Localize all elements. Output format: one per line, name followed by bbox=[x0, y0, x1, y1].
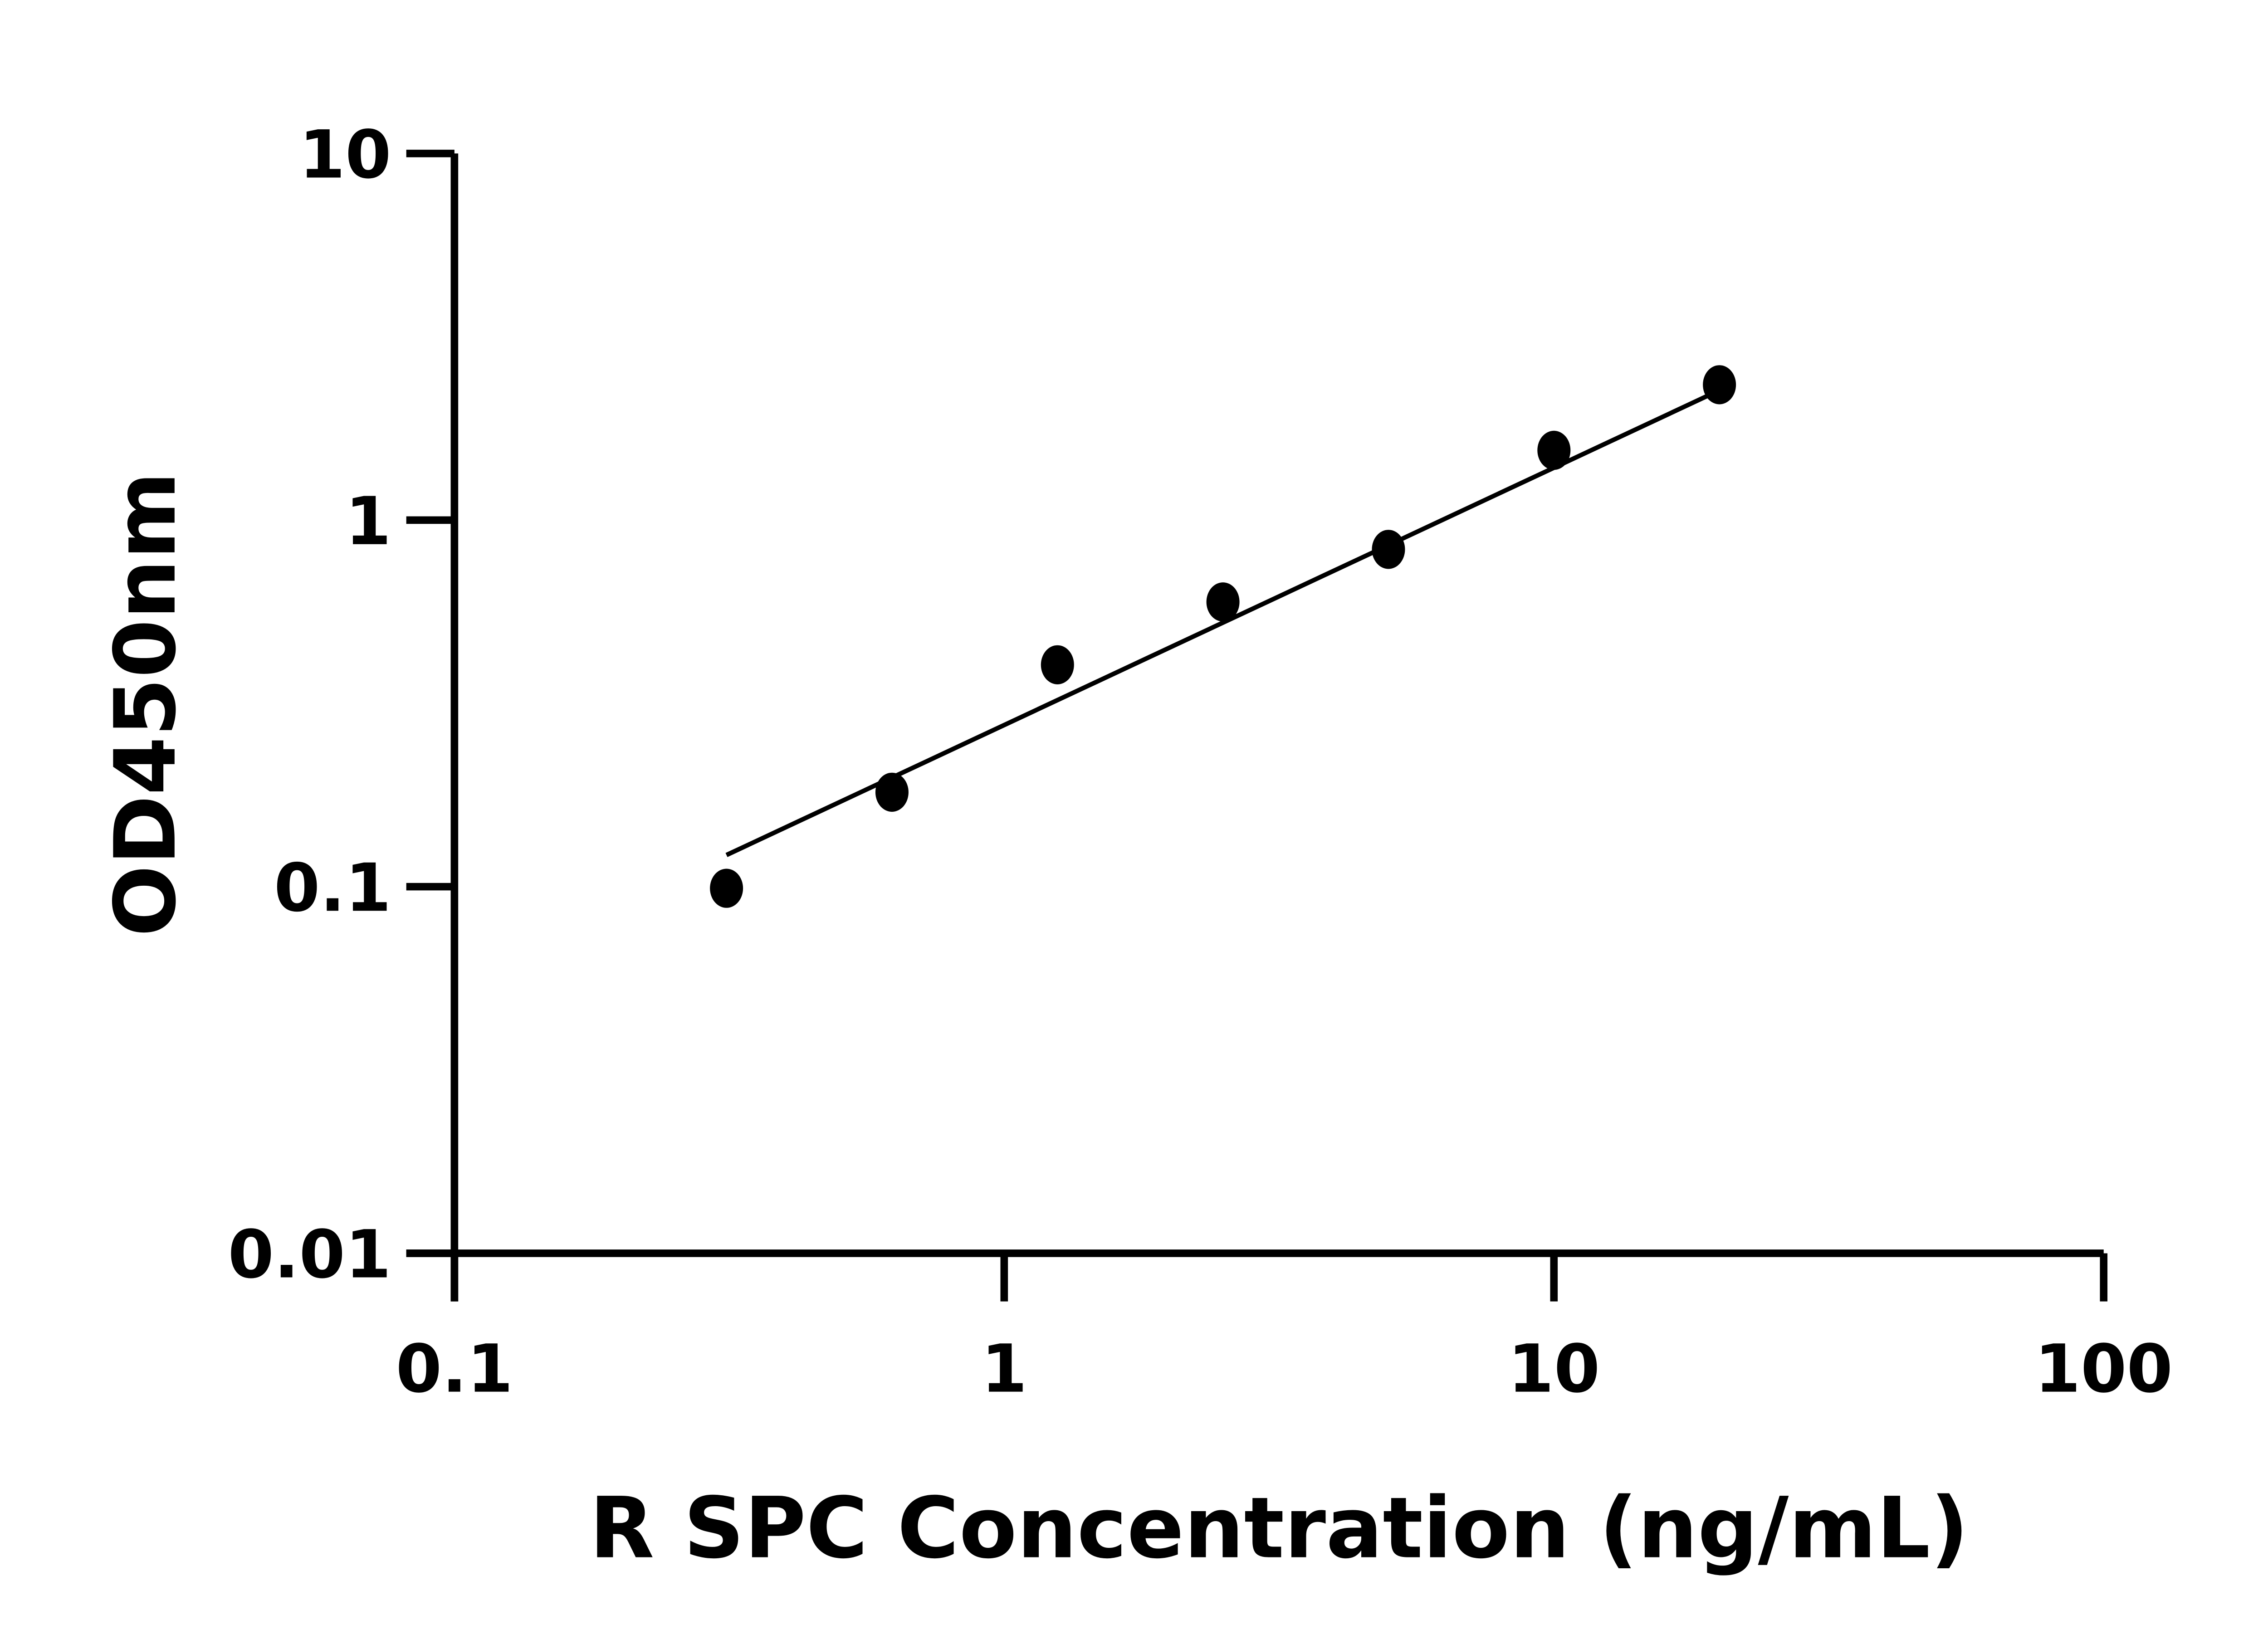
y-tick-label: 10 bbox=[299, 117, 391, 194]
x-tick-label: 1 bbox=[981, 1331, 1027, 1408]
data-point bbox=[1372, 530, 1405, 569]
axes bbox=[406, 150, 2108, 1302]
data-points bbox=[710, 365, 1736, 908]
data-point bbox=[1206, 582, 1240, 622]
data-point bbox=[1703, 365, 1736, 405]
y-tick-label: 1 bbox=[345, 483, 391, 560]
data-point bbox=[1041, 645, 1074, 684]
data-point bbox=[1537, 430, 1571, 470]
fit-line bbox=[725, 388, 1721, 857]
data-point bbox=[710, 868, 743, 908]
data-point bbox=[875, 772, 909, 812]
y-axis-title: OD450nm bbox=[97, 472, 195, 937]
x-axis-title: R SPC Concentration (ng/mL) bbox=[589, 1479, 1969, 1577]
x-tick-label: 10 bbox=[1508, 1331, 1600, 1408]
x-tick-label: 0.1 bbox=[396, 1331, 513, 1408]
fit-line-group bbox=[725, 388, 1721, 857]
y-tick-label: 0.1 bbox=[274, 850, 391, 927]
x-tick-label: 100 bbox=[2034, 1331, 2173, 1408]
y-tick-label: 0.01 bbox=[228, 1217, 391, 1293]
